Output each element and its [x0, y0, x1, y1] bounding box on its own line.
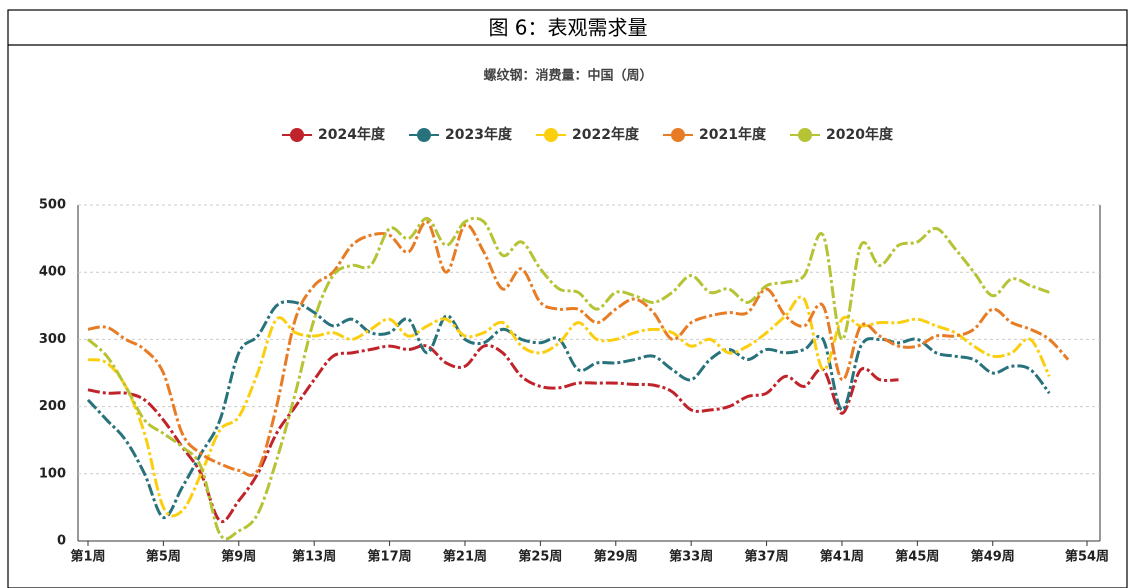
y-tick-label: 400	[39, 265, 66, 280]
x-tick-label: 第45周	[895, 549, 939, 565]
x-tick-label: 第17周	[368, 549, 412, 565]
series-line	[87, 216, 1050, 541]
legend-label: 2021年度	[699, 126, 767, 143]
y-tick-label: 0	[57, 534, 66, 549]
x-tick-label: 第21周	[443, 549, 487, 565]
legend-label: 2023年度	[445, 126, 513, 143]
x-tick-label: 第29周	[594, 549, 638, 565]
series-line	[86, 300, 1051, 519]
x-tick-label: 第37周	[745, 549, 789, 565]
series-line	[87, 220, 1070, 477]
x-tick-label: 第33周	[669, 549, 713, 565]
x-tick-label: 第1周	[70, 549, 105, 565]
chart-title: 螺纹钢：消费量：中国（周）	[483, 68, 652, 84]
x-tick-label: 第5周	[146, 549, 181, 565]
legend-marker	[290, 128, 304, 142]
series-line	[87, 344, 899, 524]
y-tick-label: 200	[39, 399, 66, 414]
y-tick-label: 500	[39, 198, 66, 213]
legend-label: 2022年度	[572, 126, 640, 143]
x-tick-label: 第13周	[292, 549, 336, 565]
legend-marker	[671, 128, 685, 142]
x-tick-label: 第25周	[518, 549, 562, 565]
legend-marker	[544, 128, 558, 142]
figure-frame	[7, 9, 1128, 588]
series-line	[87, 295, 1051, 518]
legend-marker	[417, 128, 431, 142]
x-tick-label: 第54周	[1065, 549, 1109, 565]
y-tick-label: 100	[39, 466, 66, 481]
x-tick-label: 第41周	[820, 549, 864, 565]
legend-label: 2020年度	[826, 126, 894, 143]
y-tick-label: 300	[39, 332, 66, 347]
x-tick-label: 第9周	[221, 549, 256, 565]
figure-title: 图 6：表观需求量	[488, 16, 647, 40]
legend-marker	[798, 128, 812, 142]
x-tick-label: 第49周	[971, 549, 1015, 565]
legend-label: 2024年度	[318, 126, 386, 143]
